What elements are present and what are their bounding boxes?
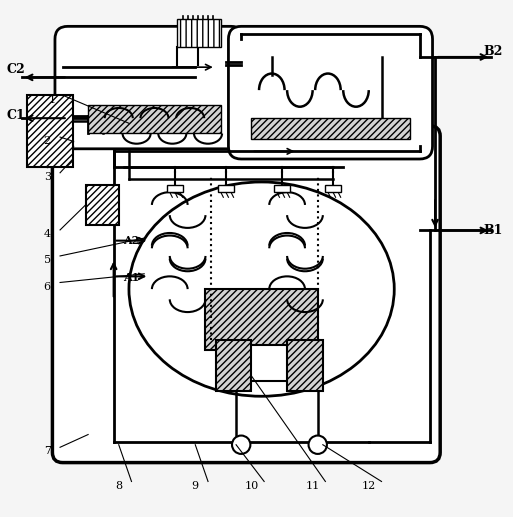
Text: A2: A2 <box>123 235 139 246</box>
Bar <box>218 185 233 192</box>
Text: 6: 6 <box>44 282 51 292</box>
Text: 5: 5 <box>44 255 51 265</box>
Bar <box>167 185 183 192</box>
Text: C1: C1 <box>7 109 25 122</box>
Text: 9: 9 <box>192 480 199 491</box>
Text: 10: 10 <box>244 480 259 491</box>
Circle shape <box>308 435 327 454</box>
Bar <box>274 185 290 192</box>
FancyBboxPatch shape <box>55 26 244 149</box>
Bar <box>86 185 119 225</box>
FancyBboxPatch shape <box>228 26 432 159</box>
Bar <box>251 118 409 139</box>
Text: 8: 8 <box>115 480 122 491</box>
Bar <box>215 340 251 391</box>
Bar <box>177 19 221 47</box>
Text: 12: 12 <box>362 480 376 491</box>
Circle shape <box>232 435 250 454</box>
Bar <box>221 345 318 381</box>
Bar <box>88 105 221 133</box>
Bar <box>27 95 73 166</box>
Text: A1: A1 <box>123 272 139 283</box>
FancyBboxPatch shape <box>52 126 440 463</box>
Text: 1: 1 <box>49 95 56 105</box>
Bar <box>287 340 323 391</box>
Text: 7: 7 <box>44 446 51 457</box>
Text: C2: C2 <box>7 63 25 76</box>
Text: 11: 11 <box>306 480 320 491</box>
Bar <box>206 289 318 351</box>
Text: 2: 2 <box>44 136 51 146</box>
Bar <box>325 185 341 192</box>
Text: B1: B1 <box>484 224 503 237</box>
Ellipse shape <box>129 182 394 396</box>
Text: 4: 4 <box>44 229 51 239</box>
Text: 3: 3 <box>44 172 51 182</box>
Text: B2: B2 <box>484 45 503 58</box>
